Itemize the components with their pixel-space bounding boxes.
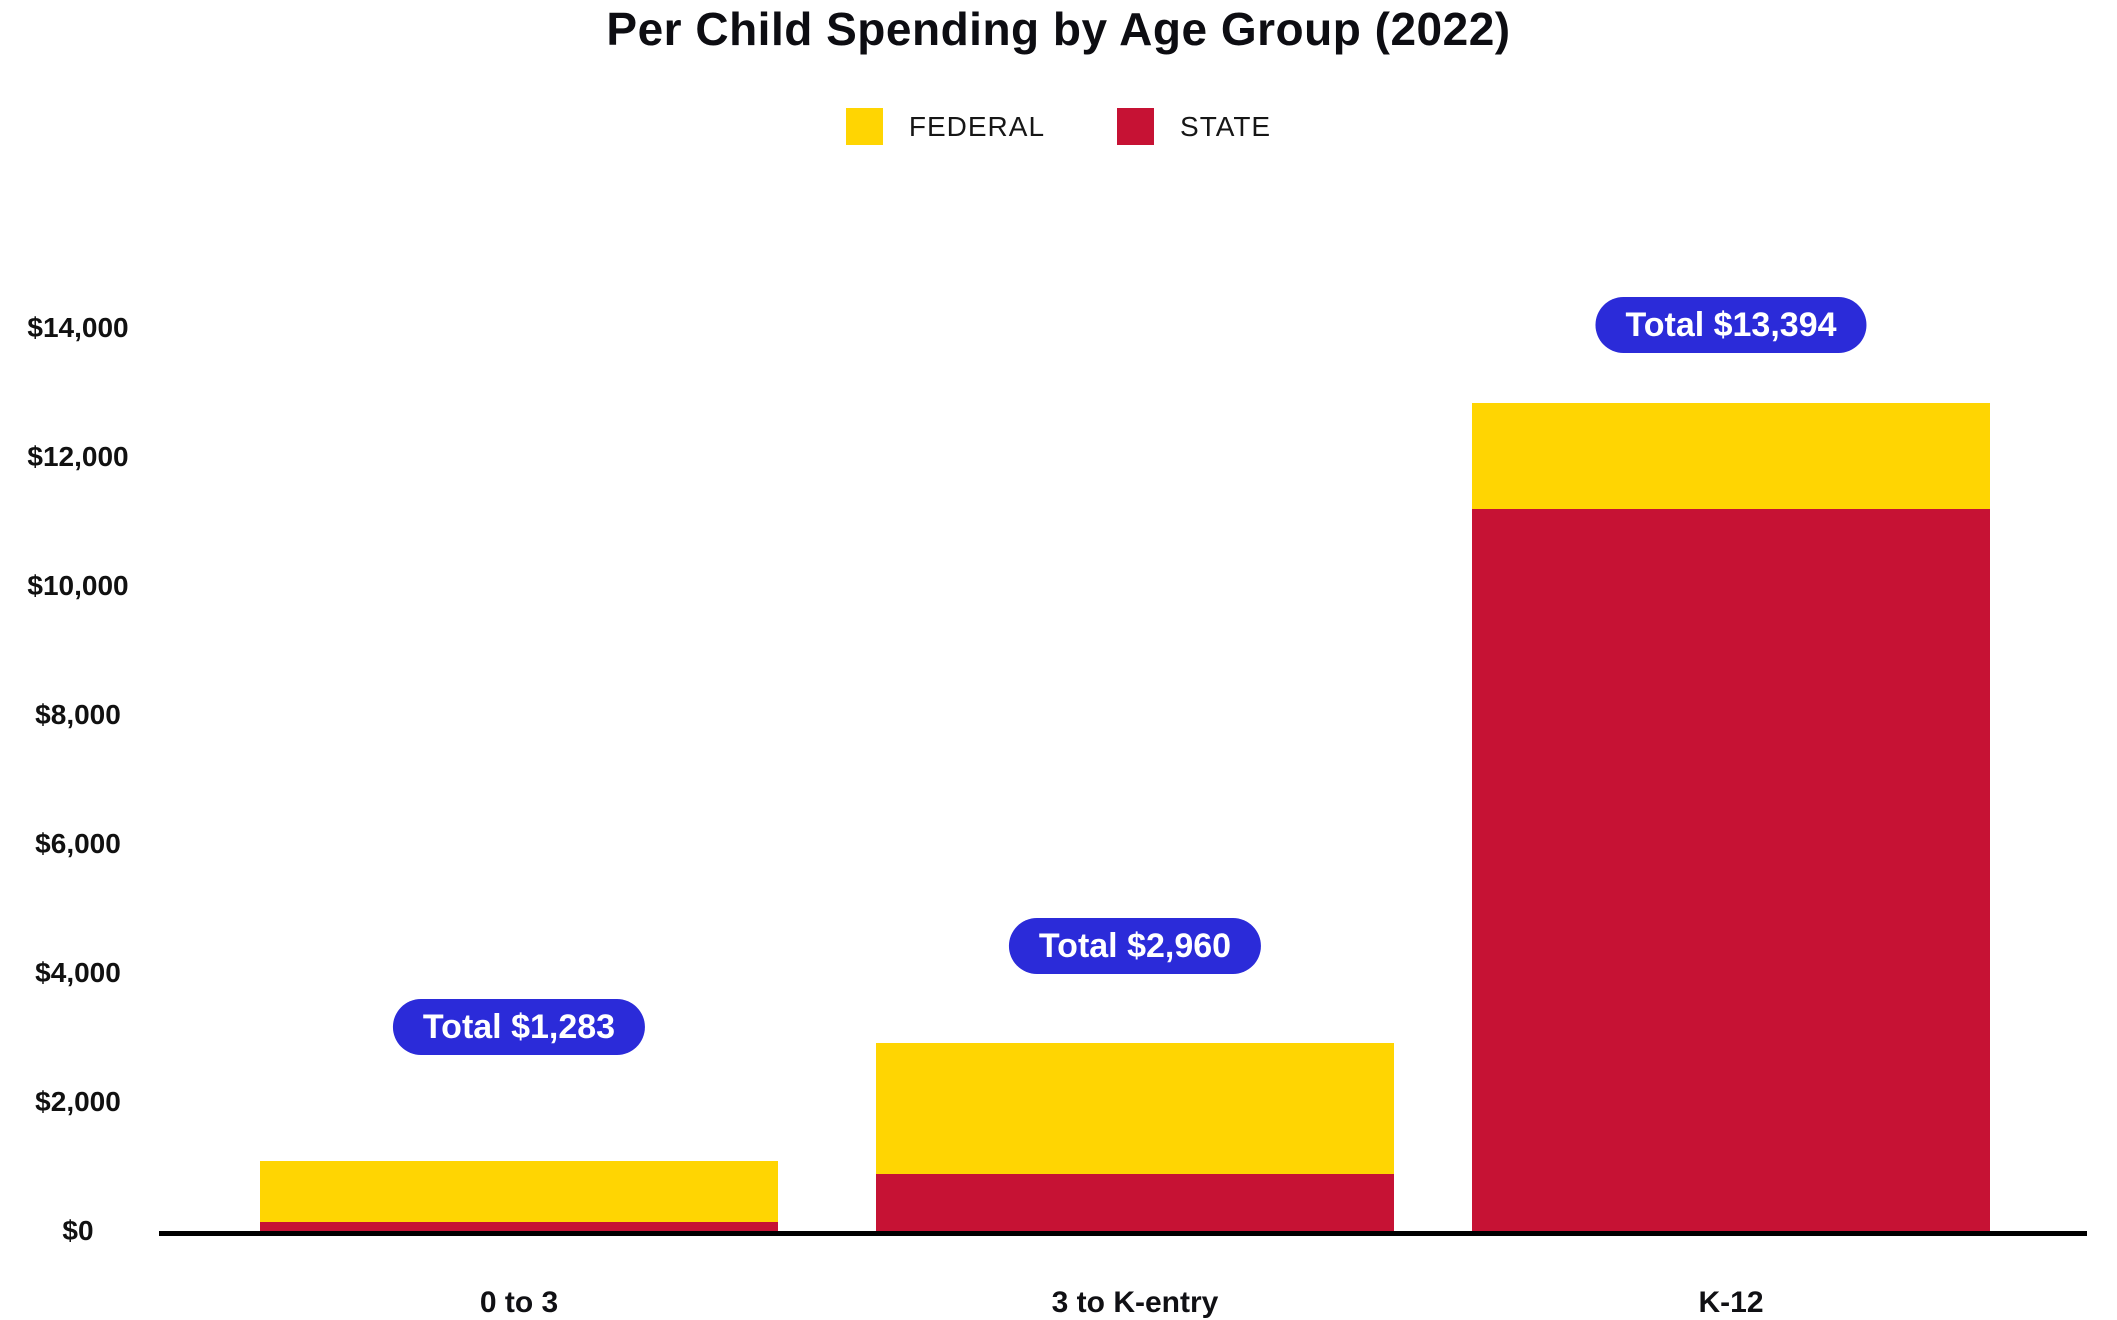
y-tick-label: $4,000 (35, 957, 121, 988)
bar-segment-federal (260, 1161, 778, 1222)
y-tick-label: $0 (62, 1215, 94, 1246)
bar-segment-state (260, 1222, 778, 1231)
bar-segment-federal (1472, 403, 1990, 509)
total-badge: Total $13,394 (1595, 297, 1867, 353)
chart-title: Per Child Spending by Age Group (2022) (606, 3, 1511, 55)
x-axis-category-label: 0 to 3 (479, 1286, 559, 1319)
total-badge: Total $2,960 (1008, 918, 1262, 974)
bar-segment-federal (876, 1043, 1394, 1174)
y-tick-label: $14,000 (27, 312, 129, 343)
state-color-swatch (1117, 108, 1155, 145)
x-axis-line (159, 1231, 2087, 1236)
x-axis-category-label: K-12 (1698, 1286, 1764, 1319)
bar-group-0-to-3: Total $1,283 0 to 3 (260, 999, 778, 1319)
y-tick-label: $8,000 (35, 699, 121, 730)
legend: FEDERAL STATE (0, 108, 2117, 145)
legend-label-federal: FEDERAL (908, 110, 1046, 142)
bar-segment-state (876, 1174, 1394, 1231)
legend-item-federal: FEDERAL (845, 108, 1046, 145)
x-axis-category-label: 3 to K-entry (1051, 1286, 1219, 1319)
y-tick-label: $12,000 (27, 441, 129, 472)
federal-color-swatch (845, 108, 883, 145)
bar-segment-state (1472, 509, 1990, 1231)
legend-item-state: STATE (1117, 108, 1271, 145)
y-tick-label: $10,000 (27, 570, 129, 601)
legend-label-state: STATE (1180, 110, 1272, 142)
y-tick-label: $2,000 (35, 1086, 121, 1117)
y-tick-label: $6,000 (35, 828, 121, 859)
bar-group-k-12: Total $13,394 K-12 (1472, 297, 1990, 1319)
y-axis: $0 $2,000 $4,000 $6,000 $8,000 $10,000 $… (0, 312, 156, 1246)
bar-group-3-to-k-entry: Total $2,960 3 to K-entry (876, 918, 1394, 1319)
total-badge: Total $1,283 (392, 999, 646, 1055)
